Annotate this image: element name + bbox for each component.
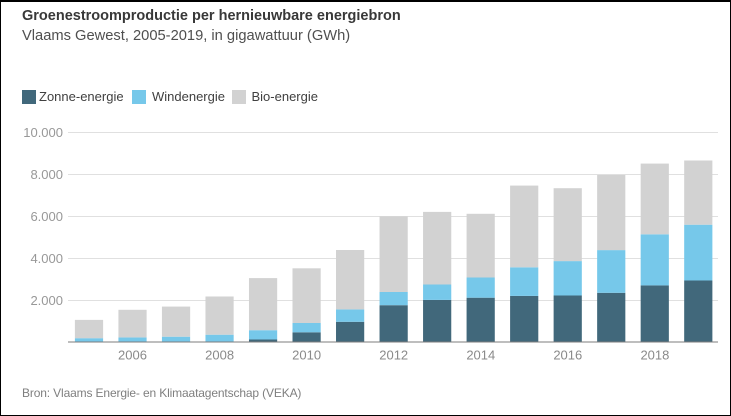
svg-text:2016: 2016 [553,348,582,363]
svg-text:2010: 2010 [292,348,321,363]
svg-text:2014: 2014 [466,348,495,363]
svg-text:2.000: 2.000 [30,293,63,308]
svg-text:10.000: 10.000 [23,125,63,140]
svg-text:2012: 2012 [379,348,408,363]
svg-text:8.000: 8.000 [30,167,63,182]
svg-text:6.000: 6.000 [30,209,63,224]
svg-text:2006: 2006 [118,348,147,363]
svg-text:2018: 2018 [640,348,669,363]
svg-text:4.000: 4.000 [30,251,63,266]
svg-text:2008: 2008 [205,348,234,363]
